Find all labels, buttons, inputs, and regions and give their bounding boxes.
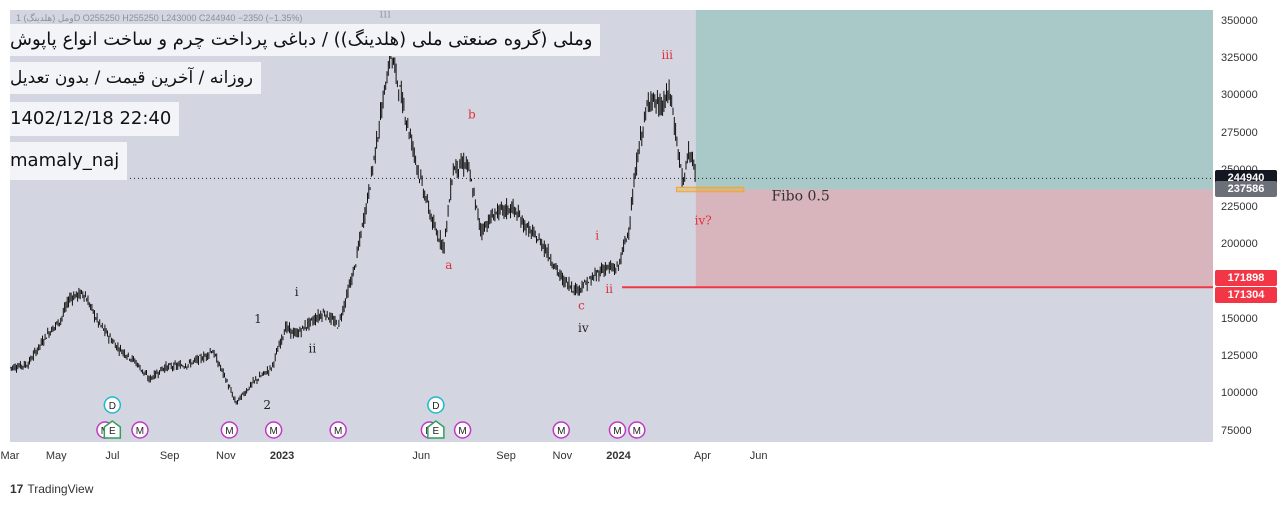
x-tick-label: 2023	[269, 450, 295, 462]
wave-label: 1	[254, 312, 262, 326]
fibo-box	[675, 186, 745, 193]
event-marker-label: D	[109, 401, 116, 412]
wave-label: ii	[605, 282, 613, 296]
target-zone-green	[695, 10, 1213, 190]
chart-canvas[interactable]: Fibo 0.512iiiiiiabciviiiiiiiv?MEDMMMMMED…	[10, 10, 1213, 442]
x-tick-label: Jun	[749, 450, 768, 462]
event-marker-e: E	[103, 420, 122, 439]
x-tick-label: Mar	[0, 450, 20, 462]
event-marker-d: D	[427, 396, 445, 414]
event-marker-m: M	[131, 421, 149, 439]
event-marker-m: M	[628, 421, 646, 439]
event-marker-m: M	[329, 421, 347, 439]
event-marker-m: M	[220, 421, 239, 439]
wave-label: 2	[263, 398, 271, 412]
event-marker-shape	[628, 421, 646, 439]
event-marker-label: M	[225, 426, 233, 437]
wave-label: iv	[578, 321, 589, 335]
event-marker-shape	[220, 421, 239, 439]
wave-label: a	[445, 258, 452, 272]
event-marker-shape	[329, 421, 347, 439]
risk-zone-red	[695, 189, 1213, 288]
wave-label: c	[578, 298, 585, 312]
author-label: mamaly_naj	[10, 142, 128, 180]
wave-label: iv?	[695, 214, 712, 228]
chart-area[interactable]: Fibo 0.512iiiiiiabciviiiiiiiv?MEDMMMMMED…	[10, 10, 1213, 442]
x-tick-label: Jul	[105, 450, 120, 462]
y-tick-label: 325000	[1221, 52, 1258, 65]
tradingview-logo-icon: 17	[10, 482, 24, 496]
x-tick-label: 2024	[606, 450, 631, 462]
event-marker-label: M	[136, 426, 144, 437]
symbol-title: وملی (گروه صنعتی ملی (هلدینگ)) / دباغی پ…	[10, 24, 601, 56]
event-marker-label: M	[613, 426, 621, 437]
wave-label: i	[595, 228, 599, 242]
event-marker-label: D	[432, 401, 439, 412]
event-marker-shape	[608, 421, 627, 439]
y-tick-label: 350000	[1221, 14, 1258, 27]
x-tick-label: Jun	[412, 450, 431, 462]
wave-label: iii	[661, 48, 673, 62]
event-marker-m: M	[608, 421, 627, 439]
event-marker-label: M	[633, 426, 641, 437]
event-marker-label: E	[433, 426, 440, 437]
event-marker-m: M	[552, 421, 570, 439]
datetime-label: 1402/12/18 22:40	[10, 102, 180, 136]
event-marker-shape	[103, 420, 122, 439]
event-marker-m: M	[264, 421, 283, 439]
price-axis[interactable]: 3500003250003000002750002500002250002000…	[1213, 10, 1280, 442]
event-marker-d: D	[103, 396, 122, 414]
x-tick-label: May	[45, 450, 67, 462]
event-marker-shape	[552, 421, 570, 439]
y-tick-label: 75000	[1221, 424, 1252, 437]
event-marker-label: M	[458, 426, 466, 437]
event-marker-m: M	[453, 421, 472, 439]
brand-name: TradingView	[27, 482, 94, 496]
time-axis[interactable]: Mar May Jul Sep Nov 2023 Jun Sep Nov 2024 Apr Jun	[0, 442, 1213, 468]
y-tick-label: 150000	[1221, 312, 1258, 325]
y-tick-label: 275000	[1221, 126, 1258, 139]
y-tick-label: 100000	[1221, 387, 1258, 400]
y-tick-label: 200000	[1221, 238, 1258, 251]
wave-label: iii	[379, 10, 391, 20]
x-tick-label: Sep	[159, 450, 180, 462]
event-marker-label: M	[334, 426, 342, 437]
price-tag: 171898	[1215, 270, 1277, 287]
wave-label: i	[295, 285, 299, 299]
event-marker-label: E	[109, 426, 116, 437]
x-tick-label: Nov	[216, 450, 236, 462]
chart-subtitle: روزانه / آخرین قیمت / بدون تعدیل	[10, 62, 261, 94]
x-tick-label: Sep	[496, 450, 516, 462]
event-marker-shape	[131, 421, 149, 439]
event-marker-shape	[103, 396, 122, 414]
y-tick-label: 125000	[1221, 350, 1258, 363]
fibo-label: Fibo 0.5	[771, 189, 829, 205]
y-tick-label: 225000	[1221, 201, 1258, 214]
event-marker-shape	[427, 420, 445, 439]
candles-group	[10, 44, 696, 405]
price-tag: 171304	[1215, 287, 1277, 304]
event-marker-label: M	[269, 426, 277, 437]
price-tag: 237586	[1215, 181, 1277, 198]
ohlc-strip: ومل (هلدینگ) 1D O255250 H255250 L243000 …	[16, 13, 303, 23]
event-marker-shape	[427, 396, 445, 414]
wave-label: b	[468, 108, 476, 122]
y-tick-label: 300000	[1221, 89, 1258, 102]
event-marker-e: E	[427, 420, 445, 439]
wave-label: ii	[309, 342, 317, 356]
event-marker-shape	[453, 421, 472, 439]
tradingview-brand[interactable]: 17 TradingView	[10, 482, 93, 496]
event-marker-label: M	[557, 426, 565, 437]
event-marker-shape	[264, 421, 283, 439]
x-tick-label: Apr	[693, 450, 711, 462]
x-tick-label: Nov	[552, 450, 573, 462]
